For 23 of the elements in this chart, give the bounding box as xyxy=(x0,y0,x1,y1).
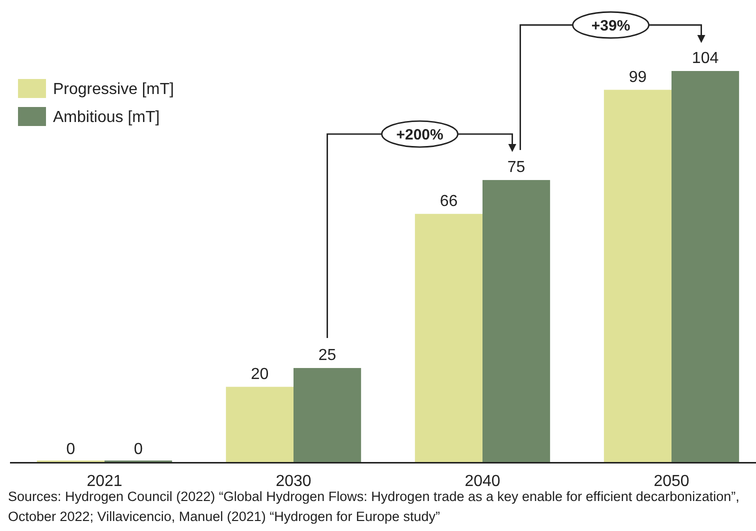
text: +39% xyxy=(591,18,630,34)
annotation: +200% xyxy=(396,126,444,144)
bar xyxy=(482,180,550,462)
legend-label: Progressive [mT] xyxy=(53,81,174,98)
legend-label: Ambitious [mT] xyxy=(53,109,160,126)
data-label: 20 xyxy=(250,366,269,383)
x-tick-label: 2040 xyxy=(464,473,500,490)
bar xyxy=(672,71,740,462)
x-tick-label: 2050 xyxy=(654,473,690,490)
bar xyxy=(414,214,482,462)
bar xyxy=(604,90,672,462)
data-label: 75 xyxy=(507,159,526,176)
x-tick-label: 2030 xyxy=(276,473,312,490)
x-tick-label: 2021 xyxy=(86,473,122,490)
data-label: 104 xyxy=(692,50,719,67)
data-label: 0 xyxy=(134,441,143,458)
data-label: 99 xyxy=(628,68,647,86)
bar xyxy=(294,368,362,462)
source-note: Sources: Hydrogen Council (2022) “Global Hydrogen Flows: Hydrogen trade as a key enable for efficient decarbonization”, October 2022; Villavicencio, Manuel (2021) “Hydrogen for Europe study” xyxy=(8,489,740,524)
data-label: 25 xyxy=(318,347,336,364)
bar xyxy=(226,386,294,462)
data-label: 0 xyxy=(66,441,76,458)
data-label: 66 xyxy=(440,192,458,210)
